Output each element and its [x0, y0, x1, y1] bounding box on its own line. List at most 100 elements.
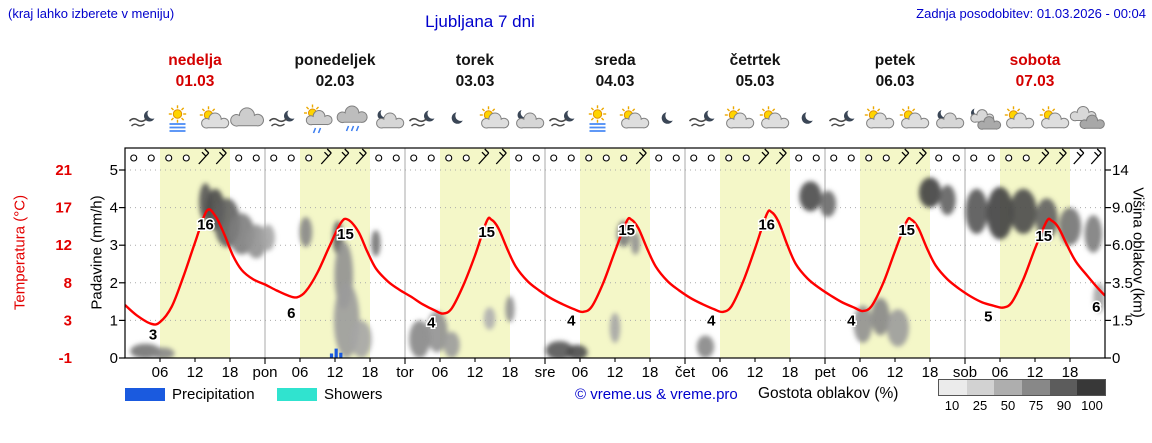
svg-text:06: 06 [432, 364, 449, 381]
day-header-nedelja: nedelja 01.03 [125, 50, 265, 92]
svg-text:18: 18 [362, 364, 379, 381]
precipitation-axis-title: Padavine (mm/h) [88, 195, 106, 310]
y-axis-tick-labels: 21 5 14 17 4 9.0 12 3 6.0 8 2 3.5 3 1 1.5 -1 0 0 [55, 162, 1133, 367]
precipitation-legend-label: Precipitation [172, 386, 255, 403]
clouds-icon [1069, 106, 1105, 129]
svg-text:16: 16 [758, 217, 775, 234]
wind-moon-icon [548, 108, 578, 127]
plot-frame [119, 147, 1111, 364]
cloud-density-swatch [1022, 380, 1050, 395]
svg-text:18: 18 [782, 364, 799, 381]
svg-text:14: 14 [1112, 162, 1129, 179]
svg-text:15: 15 [478, 224, 495, 241]
temperature-axis-title: Temperatura (°C) [11, 194, 29, 311]
svg-text:sob: sob [953, 364, 977, 381]
sun-fog-icon [588, 105, 607, 132]
svg-text:4: 4 [110, 200, 118, 217]
cloud-density-scale [938, 379, 1106, 396]
svg-text:06: 06 [292, 364, 309, 381]
wind-row [130, 148, 1102, 165]
svg-text:12: 12 [747, 364, 764, 381]
svg-text:tor: tor [396, 364, 414, 381]
svg-text:18: 18 [222, 364, 239, 381]
svg-text:6: 6 [287, 305, 295, 322]
moon-cloud-icon [516, 108, 545, 129]
wind-moon-icon [828, 108, 858, 127]
sun-cloud-icon [619, 106, 650, 129]
svg-text:8: 8 [64, 275, 72, 292]
wind-moon-icon [688, 108, 718, 127]
sun-cloud-icon [724, 106, 755, 129]
day-name: ponedeljek [294, 52, 376, 69]
svg-text:3: 3 [64, 312, 72, 329]
svg-text:18: 18 [1062, 364, 1079, 381]
precipitation-bars [329, 348, 343, 358]
svg-text:1.5: 1.5 [1112, 312, 1133, 329]
day-header-sreda: sreda 04.03 [545, 50, 685, 92]
day-name: sreda [594, 52, 636, 69]
menu-hint: (kraj lahko izberete v meniju) [8, 6, 175, 21]
svg-text:18: 18 [922, 364, 939, 381]
day-header-ponedeljek: ponedeljek 02.03 [265, 50, 405, 92]
wind-moon-icon [268, 108, 298, 127]
weather-icons [128, 104, 1105, 134]
cloud-icon [230, 107, 264, 127]
day-name: nedelja [168, 52, 222, 69]
svg-text:0: 0 [1112, 350, 1120, 367]
cloud-density-scale-ticks: 10 25 50 75 90 100 [938, 398, 1106, 413]
svg-text:06: 06 [992, 364, 1009, 381]
showers-legend-label: Showers [324, 386, 383, 403]
sun-cloud-icon [1004, 106, 1035, 129]
svg-text:12: 12 [887, 364, 904, 381]
sun-cloud-icon [759, 106, 790, 129]
svg-text:06: 06 [712, 364, 729, 381]
svg-text:sre: sre [535, 364, 556, 381]
svg-text:4: 4 [847, 312, 856, 329]
copyright-link[interactable]: © vreme.us & vreme.pro [575, 386, 738, 403]
moon-icon [801, 110, 817, 124]
cloud-density-tick: 10 [944, 398, 960, 413]
svg-text:5: 5 [110, 162, 118, 179]
svg-text:čet: čet [675, 364, 696, 381]
svg-text:9.0: 9.0 [1112, 200, 1133, 217]
cloud-density-tick: 25 [972, 398, 988, 413]
cloud-density-swatch [1077, 380, 1106, 395]
cloud-density-swatch [939, 380, 967, 395]
sun-cloud-icon [479, 106, 510, 129]
svg-text:3: 3 [110, 237, 118, 254]
svg-text:17: 17 [55, 200, 72, 217]
moon-icon [661, 110, 677, 124]
day-name: sobota [1009, 52, 1061, 69]
x-axis-labels: 06 12 18 pon 06 12 18 tor 06 12 18 sre 06 12 18 čet 06 12… [152, 364, 1079, 381]
svg-text:12: 12 [55, 237, 72, 254]
svg-text:12: 12 [1027, 364, 1044, 381]
svg-text:15: 15 [1035, 228, 1052, 245]
svg-text:4: 4 [567, 312, 576, 329]
moon-icon [451, 110, 467, 124]
day-date: 04.03 [595, 73, 635, 90]
svg-text:06: 06 [152, 364, 169, 381]
cloud-density-swatch [1049, 380, 1078, 395]
temperature-value-labels: 3 16 6 15 4 15 4 15 4 16 4 15 5 15 6 [147, 215, 1102, 345]
cloud-density-swatch [966, 380, 995, 395]
svg-text:12: 12 [607, 364, 624, 381]
moon-cloud-icon [936, 108, 965, 129]
svg-text:6: 6 [1092, 299, 1100, 316]
cloud-density-label: Gostota oblakov (%) [758, 385, 899, 402]
svg-text:15: 15 [337, 226, 354, 243]
sun-cloud-icon [864, 106, 895, 129]
svg-text:3: 3 [149, 327, 157, 344]
day-header-petek: petek 06.03 [825, 50, 965, 92]
day-date: 05.03 [735, 73, 775, 90]
sun-cloud-icon [1039, 106, 1070, 129]
day-header-četrtek: četrtek 05.03 [685, 50, 825, 92]
sun-cloud-icon [899, 106, 930, 129]
svg-text:12: 12 [327, 364, 344, 381]
cloud-density-tick: 100 [1081, 398, 1103, 413]
wind-moon-icon [128, 108, 158, 127]
svg-text:12: 12 [187, 364, 204, 381]
last-update: Zadnja posodobitev: 01.03.2026 - 00:04 [916, 6, 1146, 21]
day-date: 01.03 [175, 73, 215, 90]
